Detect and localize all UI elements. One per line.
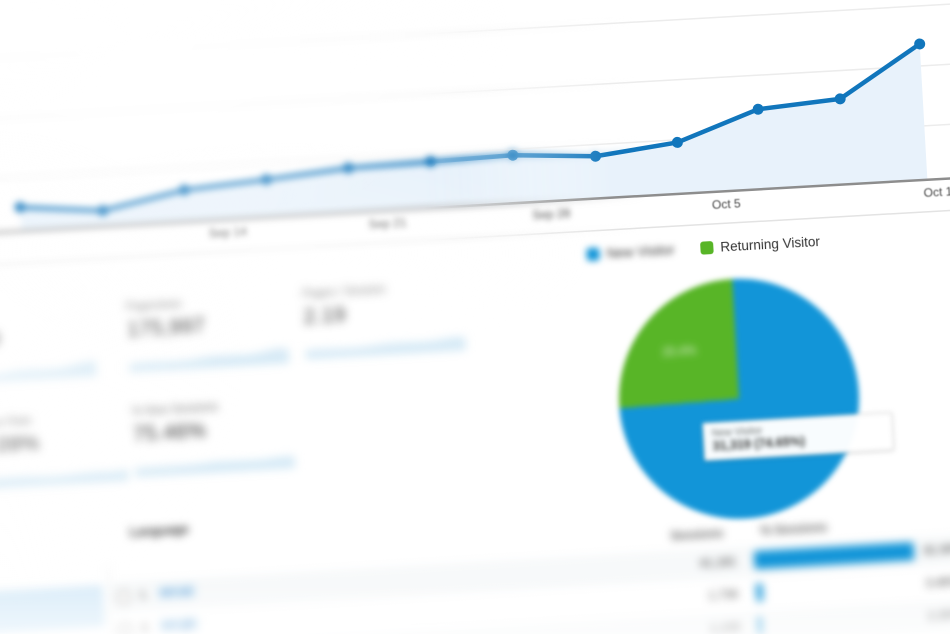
metric-sparkline bbox=[134, 456, 296, 478]
table-column-percent-sessions[interactable]: % Sessions bbox=[760, 520, 828, 538]
legend-label: Returning Visitor bbox=[719, 233, 821, 255]
metric-sparkline bbox=[0, 360, 97, 386]
row-radio-icon[interactable] bbox=[116, 621, 135, 634]
metric-value: 75.46% bbox=[132, 419, 207, 447]
metric-card-new-sessions: % New Sessions 75.46% bbox=[131, 397, 296, 478]
pie-slices bbox=[612, 272, 866, 526]
metric-card-bounce-rate: Bounce Rate 42.09% bbox=[0, 410, 129, 490]
row-percent-value: 2.25% bbox=[927, 607, 950, 624]
row-language-link[interactable]: en-us bbox=[156, 583, 197, 601]
row-percent-bar bbox=[753, 542, 915, 570]
row-rank: 1. bbox=[138, 587, 150, 603]
x-axis-tick: Oct 5 bbox=[711, 196, 742, 212]
metric-card-sessions: Sessions 50,279 bbox=[0, 305, 97, 386]
x-axis-tick: Sep 21 bbox=[368, 215, 407, 232]
row-rank: 2. bbox=[140, 620, 152, 634]
returning-visitor-swatch-icon bbox=[700, 240, 714, 255]
row-sessions-value: 1,133 bbox=[709, 620, 741, 634]
x-axis-tick: Sep 14 bbox=[208, 224, 248, 241]
row-percent-value: 81.90% bbox=[923, 541, 950, 558]
x-axis-tick: Oct 12 bbox=[923, 183, 950, 200]
metric-sparkline bbox=[0, 468, 129, 490]
legend-label: New Visitor bbox=[606, 242, 675, 262]
metric-value: 42.09% bbox=[0, 431, 41, 459]
row-radio-icon[interactable] bbox=[114, 588, 133, 607]
metric-value: 2.19 bbox=[303, 302, 347, 329]
new-visitor-swatch-icon bbox=[586, 247, 600, 262]
row-language-link[interactable]: en-gb bbox=[158, 616, 200, 634]
table-dimension-header[interactable]: Language bbox=[129, 522, 189, 540]
pie-slice-percentage: 25.4% bbox=[661, 343, 697, 360]
metric-value: 175,997 bbox=[126, 313, 206, 342]
metric-card-pages-per-session: Pages / Session 2.19 bbox=[302, 279, 466, 360]
metric-value: 50,279 bbox=[0, 322, 95, 355]
metric-sparkline bbox=[129, 348, 290, 373]
row-percent-bar bbox=[755, 575, 917, 603]
row-sessions-value: 1,736 bbox=[707, 587, 739, 603]
metric-sparkline bbox=[305, 336, 466, 360]
metric-card-pageviews: Pageviews 175,997 bbox=[126, 292, 290, 373]
x-axis-tick: Sep 28 bbox=[531, 206, 571, 223]
selected-dimension-item[interactable] bbox=[0, 585, 105, 634]
row-sessions-value: 41,181 bbox=[699, 554, 737, 571]
visitor-pie-chart: 25.4% New Visitor 31,319 (74.65%) bbox=[612, 272, 895, 526]
legend-item-new-visitor: New Visitor bbox=[586, 242, 675, 262]
table-column-sessions[interactable]: Sessions bbox=[670, 525, 724, 543]
row-percent-bar bbox=[757, 608, 918, 634]
row-percent-value: 3.45% bbox=[925, 574, 950, 591]
